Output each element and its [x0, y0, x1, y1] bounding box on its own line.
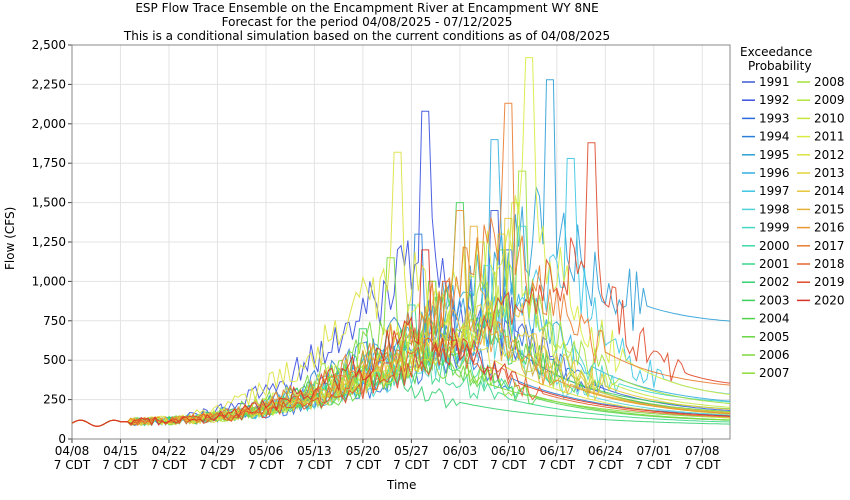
- y-tick-label: 750: [43, 314, 66, 328]
- x-tick-label: 04/08: [55, 444, 90, 458]
- x-tick-label-zone: 7 CDT: [539, 458, 576, 472]
- series-line-2003: [71, 202, 731, 427]
- x-tick-label: 05/06: [249, 444, 284, 458]
- chart-title: ESP Flow Trace Ensemble on the Encampmen…: [135, 1, 599, 15]
- series-line-2010: [71, 202, 731, 427]
- y-tick-label: 2,250: [32, 77, 66, 91]
- x-tick-label: 05/13: [297, 444, 332, 458]
- series-line-2019: [71, 142, 731, 427]
- x-tick-label-zone: 7 CDT: [684, 458, 721, 472]
- x-tick-label-zone: 7 CDT: [199, 458, 236, 472]
- x-tick-label-zone: 7 CDT: [102, 458, 139, 472]
- legend-label-2017: 2017: [814, 239, 845, 253]
- x-tick-label: 04/29: [200, 444, 235, 458]
- y-tick-label: 500: [43, 353, 66, 367]
- x-tick-label-zone: 7 CDT: [393, 458, 430, 472]
- plot-frame: [71, 44, 731, 440]
- x-tick-label: 05/20: [346, 444, 381, 458]
- x-tick-label: 06/10: [491, 444, 526, 458]
- legend-label-2016: 2016: [814, 221, 845, 235]
- x-tick-label-zone: 7 CDT: [636, 458, 673, 472]
- series-line-1991: [71, 210, 731, 427]
- legend-label-2007: 2007: [759, 366, 790, 380]
- legend-label-2002: 2002: [759, 275, 790, 289]
- legend-label-2008: 2008: [814, 75, 845, 89]
- series-line-2020: [71, 249, 731, 427]
- legend-label-2000: 2000: [759, 239, 790, 253]
- legend-label-1994: 1994: [759, 130, 790, 144]
- y-tick-label: 2,500: [32, 38, 66, 52]
- legend-label-1995: 1995: [759, 148, 790, 162]
- legend-label-2014: 2014: [814, 184, 845, 198]
- x-axis-title: Time: [387, 478, 417, 492]
- x-tick-label: 06/17: [540, 444, 575, 458]
- legend-title: Exceedance: [740, 45, 813, 59]
- legend-label-1993: 1993: [759, 111, 790, 125]
- series-line-2009: [71, 241, 731, 427]
- series-line-1999: [71, 225, 731, 427]
- x-tick-label-zone: 7 CDT: [151, 458, 188, 472]
- x-tick-label-zone: 7 CDT: [345, 458, 382, 472]
- series-line-2012: [71, 151, 731, 427]
- x-tick-label: 07/01: [637, 444, 672, 458]
- legend-label-1998: 1998: [759, 202, 790, 216]
- y-tick-label: 1,500: [32, 196, 66, 210]
- series-line-2016: [71, 210, 731, 427]
- legend-label-2015: 2015: [814, 202, 845, 216]
- legend-label-2013: 2013: [814, 166, 845, 180]
- y-tick-label: 1,750: [32, 156, 66, 170]
- x-tick-label-zone: 7 CDT: [442, 458, 479, 472]
- chart-subtitle-period: Forecast for the period 04/08/2025 - 07/…: [221, 15, 513, 29]
- x-tick-label-zone: 7 CDT: [54, 458, 91, 472]
- legend-label-2018: 2018: [814, 257, 845, 271]
- legend-label-2005: 2005: [759, 330, 790, 344]
- series-line-2014: [71, 217, 731, 427]
- legend-label-2019: 2019: [814, 275, 845, 289]
- x-tick-label-zone: 7 CDT: [248, 458, 285, 472]
- legend-label-2009: 2009: [814, 93, 845, 107]
- legend-label-1999: 1999: [759, 221, 790, 235]
- y-tick-label: 1,250: [32, 235, 66, 249]
- y-tick-label: 1,000: [32, 274, 66, 288]
- y-tick-label: 0: [58, 432, 66, 446]
- legend-label-1992: 1992: [759, 93, 790, 107]
- y-tick-label: 2,000: [32, 117, 66, 131]
- legend-label-1996: 1996: [759, 166, 790, 180]
- x-tick-label: 07/08: [685, 444, 720, 458]
- legend-label-2004: 2004: [759, 312, 790, 326]
- legend-label-2010: 2010: [814, 111, 845, 125]
- x-tick-label: 04/22: [152, 444, 187, 458]
- legend-subtitle: Probability: [748, 59, 812, 73]
- legend-label-1997: 1997: [759, 184, 790, 198]
- legend-label-2006: 2006: [759, 348, 790, 362]
- y-tick-label: 250: [43, 393, 66, 407]
- chart-subtitle-conditions: This is a conditional simulation based o…: [123, 29, 611, 43]
- legend-label-2020: 2020: [814, 293, 845, 307]
- legend-label-2003: 2003: [759, 293, 790, 307]
- legend-label-2011: 2011: [814, 130, 845, 144]
- x-tick-label: 06/03: [443, 444, 478, 458]
- x-tick-label: 04/15: [103, 444, 138, 458]
- x-tick-label: 05/27: [394, 444, 429, 458]
- legend-label-2012: 2012: [814, 148, 845, 162]
- legend-label-1991: 1991: [759, 75, 790, 89]
- x-tick-label-zone: 7 CDT: [296, 458, 333, 472]
- x-tick-label-zone: 7 CDT: [587, 458, 624, 472]
- legend-label-2001: 2001: [759, 257, 790, 271]
- series-line-2015: [71, 225, 731, 427]
- x-tick-label: 06/24: [588, 444, 623, 458]
- x-tick-label-zone: 7 CDT: [490, 458, 527, 472]
